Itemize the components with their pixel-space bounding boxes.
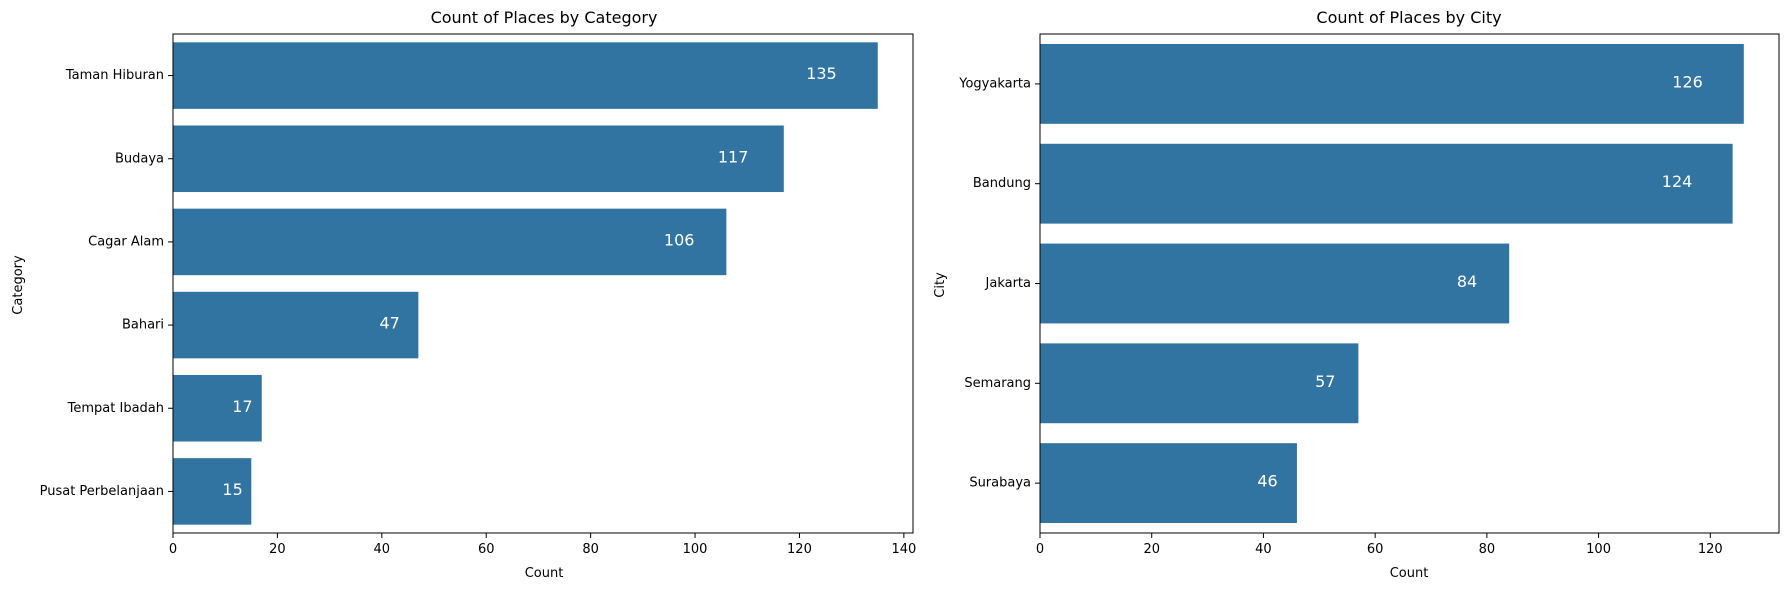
bar — [1040, 243, 1510, 324]
bar — [1040, 143, 1733, 224]
data-label: 126 — [1672, 72, 1703, 91]
chart-category: Count of Places by Category Count Catego… — [11, 8, 916, 581]
x-axis-label: Count — [525, 566, 564, 581]
bar — [173, 125, 784, 193]
y-tick-label: Tempat Ibadah — [67, 401, 164, 416]
data-label: 57 — [1315, 372, 1335, 391]
y-tick-label: Yogyakarta — [958, 76, 1031, 91]
data-label: 84 — [1457, 272, 1477, 291]
y-tick-label: Taman Hiburan — [65, 68, 164, 83]
chart-city: Count of Places by City Count City 12612… — [933, 8, 1780, 581]
x-tick-label: 60 — [478, 542, 495, 557]
y-tick-label: Surabaya — [969, 476, 1031, 491]
y-tick-label: Bandung — [973, 176, 1031, 191]
data-label: 135 — [806, 64, 837, 83]
y-tick-label: Budaya — [115, 151, 164, 166]
data-label: 17 — [232, 397, 252, 416]
tick-group: Yogyakarta Bandung Jakarta Semarang Surabaya… — [958, 76, 1722, 557]
x-tick-label: 0 — [1036, 542, 1044, 557]
bar — [173, 291, 419, 359]
x-axis-label: Count — [1390, 566, 1429, 581]
bar — [173, 42, 878, 109]
plot-frame — [1039, 33, 1780, 534]
data-label: 15 — [222, 480, 242, 499]
chart-title: Count of Places by Category — [431, 8, 658, 27]
x-tick-label: 120 — [787, 542, 812, 557]
data-label: 46 — [1257, 472, 1277, 491]
y-axis-label: Category — [11, 255, 26, 315]
x-tick-label: 140 — [891, 542, 916, 557]
tick-group: Taman Hiburan Budaya Cagar Alam Bahari Tempa… — [40, 68, 917, 557]
x-tick-label: 80 — [1479, 542, 1496, 557]
bar — [173, 374, 262, 442]
y-tick-label: Bahari — [122, 318, 164, 333]
x-tick-label: 40 — [374, 542, 391, 557]
data-label: 124 — [1662, 172, 1693, 191]
bar-group: 126 124 84 57 46 — [1040, 43, 1744, 524]
x-tick-label: 80 — [582, 542, 599, 557]
bar — [1040, 43, 1744, 124]
x-tick-label: 20 — [269, 542, 286, 557]
data-label: 47 — [379, 314, 399, 333]
x-tick-label: 120 — [1698, 542, 1723, 557]
bar — [173, 208, 727, 276]
chart-title: Count of Places by City — [1316, 8, 1501, 27]
y-axis-label: City — [933, 272, 948, 298]
data-label: 106 — [664, 230, 695, 249]
x-tick-label: 20 — [1143, 542, 1160, 557]
y-tick-label: Cagar Alam — [88, 234, 164, 249]
y-tick-label: Semarang — [964, 376, 1031, 391]
bar — [1040, 443, 1297, 524]
plot-frame — [172, 33, 914, 534]
bar — [173, 458, 252, 525]
data-label: 117 — [718, 147, 749, 166]
x-tick-label: 40 — [1255, 542, 1272, 557]
x-tick-label: 100 — [1586, 542, 1611, 557]
y-tick-label: Pusat Perbelanjaan — [40, 484, 164, 499]
bar — [1040, 343, 1359, 424]
x-tick-label: 0 — [169, 542, 177, 557]
y-tick-label: Jakarta — [985, 276, 1031, 291]
x-tick-label: 60 — [1367, 542, 1384, 557]
bar-group: 135 117 106 47 17 15 — [173, 42, 878, 525]
x-tick-label: 100 — [683, 542, 708, 557]
